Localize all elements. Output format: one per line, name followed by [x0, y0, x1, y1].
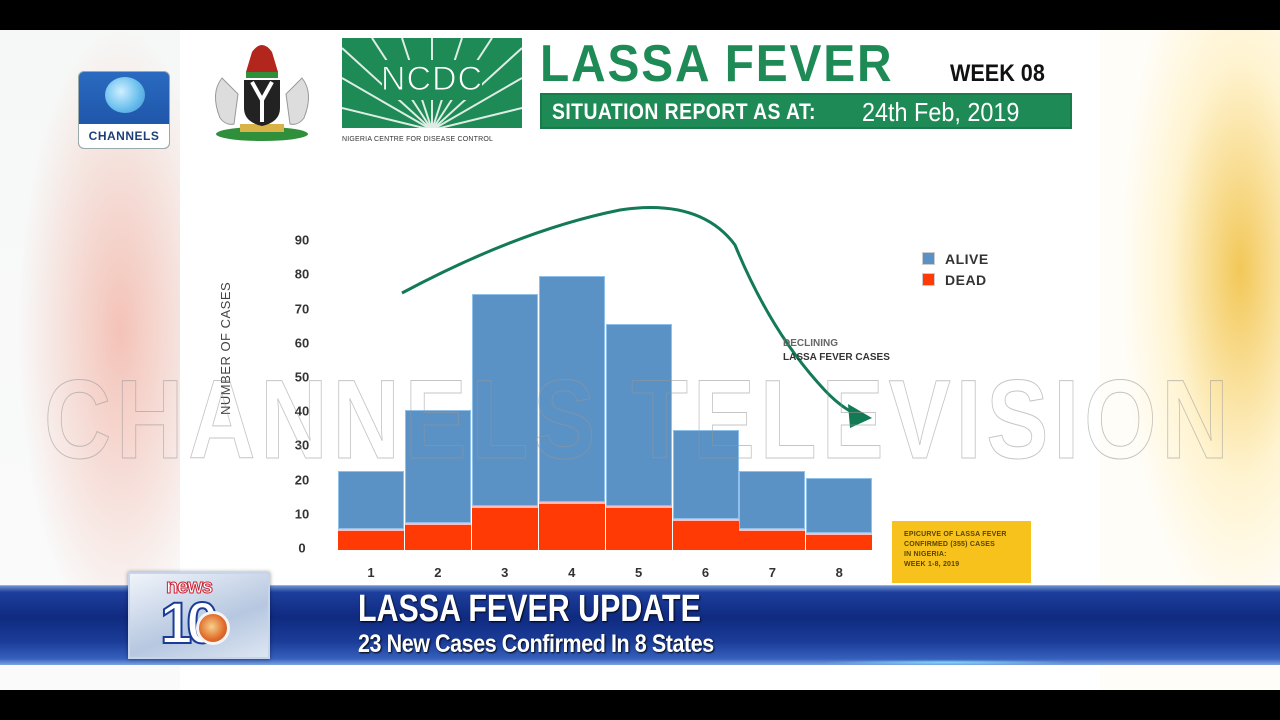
ticker-subline: 23 New Cases Confirmed In 8 States [358, 630, 714, 658]
bar-segment-alive [538, 276, 605, 503]
x-tick-label: 1 [367, 565, 375, 580]
ncdc-org-name: NIGERIA CENTRE FOR DISEASE CONTROL [342, 136, 494, 143]
x-tick-label: 4 [568, 565, 576, 580]
y-tick-label: 40 [294, 403, 310, 419]
y-tick-label: 50 [294, 369, 310, 385]
y-tick-label: 20 [294, 472, 310, 488]
dead-swatch-icon [922, 273, 935, 286]
bar-week-2 [404, 409, 471, 550]
report-banner: SITUATION REPORT AS AT: 24th Feb, 2019 [540, 93, 1072, 129]
bar-segment-alive [605, 324, 672, 506]
y-tick-label: 30 [294, 437, 310, 453]
x-tick-label: 5 [634, 565, 643, 580]
bar-week-3 [471, 293, 538, 550]
bar-segment-alive [672, 430, 739, 520]
news10-logo: news 10 [128, 572, 270, 659]
bar-segment-alive [338, 471, 404, 530]
channels-logo-label: CHANNELS [79, 124, 169, 148]
trend-arrow-icon [401, 206, 872, 428]
declining-annotation: DECLINING LASSA FEVER CASES [783, 338, 890, 363]
bar-segment-dead [605, 505, 672, 550]
legend-item-alive: ALIVE [922, 248, 989, 269]
bar-week-6 [672, 430, 739, 550]
y-tick-label: 10 [294, 506, 310, 522]
report-date: 24th Feb, 2019 [862, 97, 1020, 127]
channels-logo: CHANNELS [78, 71, 170, 149]
x-tick-label: 8 [835, 565, 843, 580]
x-tick-label: 6 [701, 565, 710, 580]
x-tick-label: 7 [768, 565, 776, 580]
broadcast-video: CHANNELS NCDC [0, 30, 1280, 690]
bar-segment-dead [471, 505, 538, 550]
ticker-headline: LASSA FEVER UPDATE [358, 588, 701, 630]
legend-item-dead: DEAD [922, 269, 989, 290]
ncdc-logo: NCDC [342, 38, 522, 128]
bar-segment-alive [404, 409, 471, 523]
bar-week-7 [739, 471, 806, 550]
alive-swatch-icon [922, 252, 935, 265]
coat-of-arms-icon [215, 45, 309, 141]
slide-title: LASSA FEVER [540, 35, 894, 93]
bar-week-8 [806, 478, 873, 550]
y-tick-label: 90 [294, 232, 310, 248]
bar-segment-dead [806, 532, 873, 550]
ncdc-logo-text: NCDC [380, 60, 484, 99]
banner-shine [820, 660, 1070, 665]
bar-segment-alive [471, 293, 538, 506]
x-tick-label: 3 [501, 565, 509, 580]
chart-legend: ALIVE DEAD [922, 248, 989, 290]
bar-segment-dead [672, 519, 739, 550]
bar-segment-dead [739, 529, 806, 550]
report-label: SITUATION REPORT AS AT: [552, 99, 816, 124]
bar-segment-alive [806, 478, 873, 533]
y-tick-label: 0 [298, 540, 306, 556]
sunburst-icon [342, 38, 522, 128]
y-tick-label: 60 [294, 335, 310, 351]
channels-watermark: CHANNELS TELEVISION [44, 357, 1234, 483]
bar-segment-alive [739, 471, 806, 530]
y-tick-label: 70 [294, 301, 310, 317]
globe-icon [196, 611, 230, 645]
week-label: WEEK 08 [950, 60, 1045, 87]
bar-segment-dead [338, 529, 404, 550]
bar-week-1 [338, 471, 404, 550]
bar-week-4 [538, 276, 605, 550]
bar-week-5 [605, 324, 672, 550]
globe-icon [105, 77, 145, 113]
y-tick-label: 80 [294, 266, 310, 282]
right-background [1100, 30, 1280, 690]
bar-segment-dead [404, 522, 471, 550]
x-tick-label: 2 [434, 565, 442, 580]
epicurve-note: EPICURVE OF LASSA FEVER CONFIRMED (355) … [892, 521, 1031, 583]
bar-segment-dead [538, 502, 605, 550]
news10-logo-word: news [165, 576, 213, 599]
